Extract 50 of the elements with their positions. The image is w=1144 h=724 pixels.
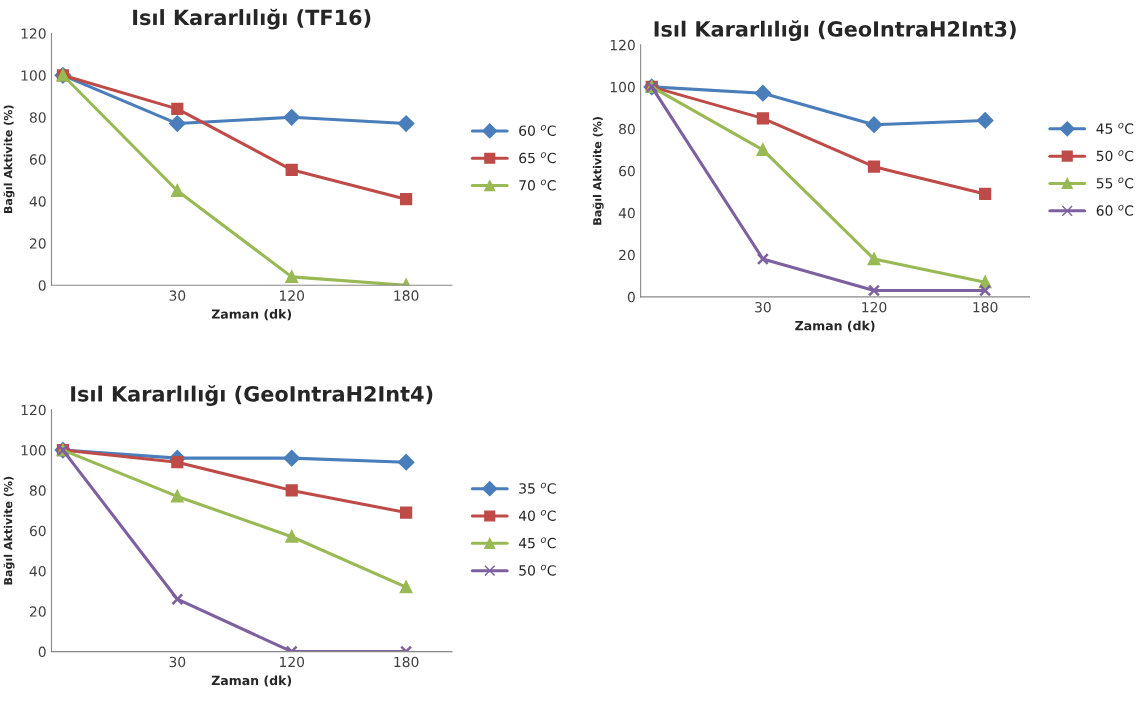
y-tick-label: 0 <box>627 291 635 303</box>
y-tick-label: 100 <box>21 70 46 81</box>
y-tick-label: 20 <box>619 249 635 261</box>
x-tick-label: 180 <box>394 290 419 301</box>
y-tick-label: 20 <box>29 606 46 617</box>
y-tick-label: 100 <box>610 81 635 93</box>
x-axis-title: Zaman (dk) <box>211 309 292 321</box>
y-tick-label: 80 <box>29 485 46 496</box>
y-axis-title: Bağıl Aktivite (%) <box>3 105 15 214</box>
legend-label: 55 $^{o}$C <box>1096 177 1134 189</box>
x-tick-label: 120 <box>279 656 305 668</box>
y-tick-label: 120 <box>21 404 46 416</box>
legend-label: 60 $^{o}$C <box>519 124 556 136</box>
legend-label: 60 $^{o}$C <box>1096 204 1134 216</box>
y-tick-label: 60 <box>29 525 46 537</box>
x-tick-label: 30 <box>169 656 186 668</box>
y-tick-label: 0 <box>38 280 46 291</box>
legend-label: 40 $^{o}$C <box>518 510 556 521</box>
x-tick-label: 30 <box>169 290 186 301</box>
y-tick-label: 80 <box>619 123 635 135</box>
y-tick-label: 60 <box>619 165 635 177</box>
y-axis-title: Bağıl Aktivite (%) <box>592 117 604 225</box>
y-tick-label: 40 <box>29 196 46 207</box>
y-tick-label: 100 <box>21 445 46 456</box>
y-tick-label: 0 <box>38 646 46 658</box>
legend-label: 50 $^{o}$C <box>1096 150 1134 162</box>
x-tick-label: 180 <box>394 656 419 668</box>
legend-label: 45 $^{o}$C <box>518 537 556 549</box>
x-tick-label: 180 <box>973 301 998 313</box>
y-tick-label: 80 <box>29 112 46 123</box>
y-axis-title: Bağıl Aktivite (%) <box>3 476 15 585</box>
x-tick-label: 30 <box>755 301 771 313</box>
x-tick-label: 120 <box>862 301 887 313</box>
y-tick-label: 120 <box>21 28 46 39</box>
x-axis-title: Zaman (dk) <box>795 320 875 332</box>
y-tick-label: 120 <box>610 39 635 51</box>
legend-label: 65 $^{o}$C <box>519 152 556 164</box>
chart-title: Isıl Kararlılığı (GeoIntraH2Int4) <box>71 385 433 406</box>
y-tick-label: 40 <box>618 207 635 219</box>
legend-label: 35 $^{o}$C <box>519 482 556 494</box>
y-tick-label: 20 <box>29 238 46 249</box>
x-axis-title: Zaman (dk) <box>211 675 292 687</box>
y-tick-label: 40 <box>29 565 46 577</box>
y-tick-label: 60 <box>29 154 46 165</box>
legend-label: 70 $^{o}$C <box>519 179 556 191</box>
chart-title: Isıl Kararlılığı (GeoIntraH2Int3) <box>654 20 1016 42</box>
chart-title: Isıl Kararlılığı (TF16) <box>133 8 371 30</box>
legend-label: 45 $^{o}$C <box>1096 122 1134 134</box>
x-tick-label: 120 <box>279 290 305 301</box>
legend-label: 50 $^{o}$C <box>519 564 556 576</box>
